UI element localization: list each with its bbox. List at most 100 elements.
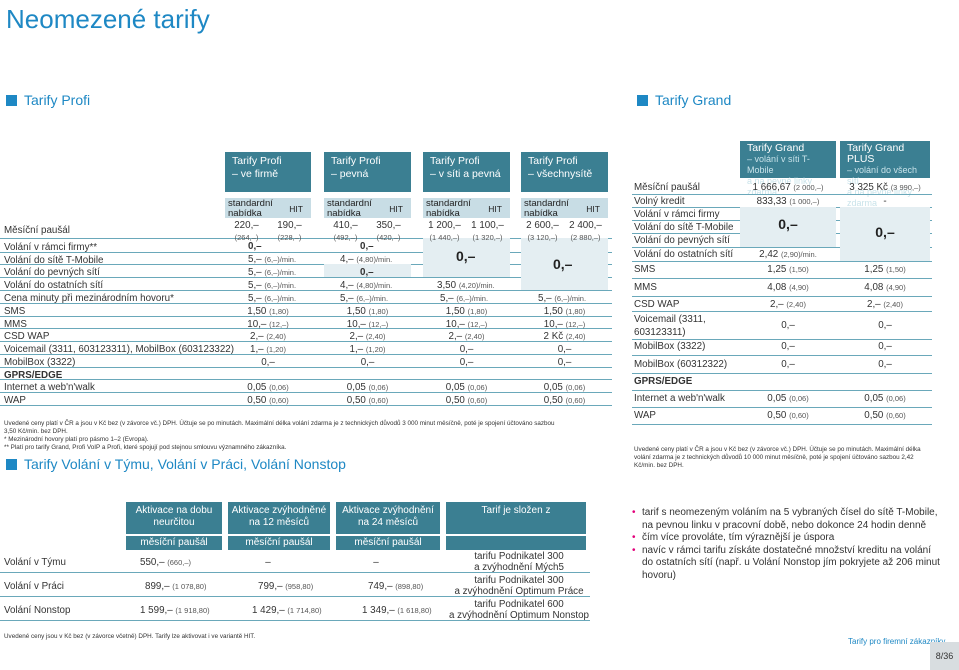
row-divider [632, 355, 932, 356]
team-section-heading: Tarify Volání v Týmu, Volání v Práci, Vo… [6, 456, 346, 472]
profi-notes: Uvedené ceny platí v ČR a jsou v Kč bez … [4, 420, 555, 451]
value: 1,25 (1,50) [864, 264, 906, 275]
value: 0,– [261, 357, 275, 368]
team-fee-label-empty [446, 536, 586, 550]
value: 0,– [456, 248, 476, 264]
profi-section-title: Tarify Profi [24, 92, 91, 108]
value: - [883, 196, 887, 207]
value: 0,05 (0,06) [767, 393, 809, 404]
row-divider [632, 424, 932, 425]
value: 5,– (6,–)/min. [248, 254, 297, 265]
team-composition: tarifu Podnikatel 600 a zvýhodnění Optimu… [449, 599, 589, 621]
row-divider [0, 238, 612, 239]
value: 0,05 (0,06) [247, 382, 289, 393]
profi-row-label: MMS [4, 319, 27, 330]
value: 1,50 (1,80) [543, 306, 586, 317]
grand-note: Uvedené ceny platí v ČR a jsou v Kč bez … [634, 446, 921, 469]
value: 0,05 (0,06) [445, 382, 488, 393]
row-divider [0, 379, 612, 380]
value: 10,– (12,–) [445, 319, 488, 330]
grand-row-label: MMS [634, 282, 657, 293]
profi-row-label: GPRS/EDGE [4, 370, 63, 381]
profi-col4-subheader: standardní nabídka HIT [521, 198, 608, 219]
value: 5,– (6,–)/min. [340, 293, 389, 304]
team-composition: tarifu Podnikatel 300 a zvýhodnění Mých5 [474, 551, 564, 573]
grand-col1-header: Tarify Grand – volání v síti T-Mobile a na… [740, 141, 836, 197]
profi-col1-subheader: standardní nabídka HIT [225, 198, 311, 219]
grand-section-heading: Tarify Grand [637, 92, 731, 108]
value: 3 325 Kč (3 990,–) [849, 182, 921, 193]
value: 1,50 (1,80) [247, 306, 289, 317]
profi-col1-header: Tarify Profi – ve firmě [225, 152, 311, 192]
value: 1 599,– (1 918,80) [140, 605, 210, 616]
value: – [373, 557, 379, 568]
value: 0,– [781, 320, 795, 331]
row-divider [0, 303, 612, 304]
value: 4,08 (4,90) [767, 282, 809, 293]
team-fee-label: měsíční paušál [126, 536, 222, 550]
team-bullets: tarif s neomezeným voláním na 5 vybranýc… [632, 507, 952, 582]
value: 799,– (958,80) [258, 581, 314, 592]
profi-row-label: Cena minuty při mezinárodním hovoru* [4, 293, 174, 304]
value: 2 Kč (2,40) [543, 331, 586, 342]
value: 4,08 (4,90) [864, 282, 906, 293]
bullet-item: navíc v rámci tarifu získáte dostatečné … [632, 545, 952, 583]
value: 1 666,67 (2 000,–) [752, 182, 824, 193]
team-fee-label: měsíční paušál [228, 536, 330, 550]
value: 0,– [781, 359, 795, 370]
team-fee-label: měsíční paušál [336, 536, 440, 550]
page-number: 8/36 [930, 642, 959, 670]
value: 0,– [459, 344, 474, 355]
profi-row-label: Volání do pevných sítí [4, 267, 100, 278]
fee-hit: 1 100,– (1 320,–) [471, 220, 504, 242]
fee-hit: 2 400,– (2 880,–) [569, 220, 602, 242]
row-divider [0, 367, 612, 368]
row-divider [0, 596, 590, 597]
grand-row-label: MobilBox (60312322) [634, 359, 728, 370]
row-divider [0, 290, 612, 291]
profi-row-label: Volání do ostatních sítí [4, 280, 104, 291]
team-note: Uvedené ceny jsou v Kč bez (v závorce vč… [4, 633, 256, 640]
row-divider [0, 620, 590, 621]
shade-box [840, 207, 930, 261]
row-divider [632, 407, 932, 408]
row-divider [0, 354, 612, 355]
value: 0,05 (0,06) [346, 382, 389, 393]
grand-row-label: Volání v rámci firmy [634, 209, 720, 220]
value: 899,– (1 078,80) [145, 581, 207, 592]
value: 749,– (898,80) [368, 581, 424, 592]
row-divider [632, 311, 932, 312]
value: 2,– (2,40) [448, 331, 485, 342]
profi-col4-header: Tarify Profi – všechnysítě [521, 152, 608, 192]
value: 0,– [459, 357, 474, 368]
value: 2,42 (2,90)/min. [759, 249, 817, 260]
value: – [265, 557, 271, 568]
value: 5,– (6,–)/min. [248, 280, 297, 291]
value: 0,– [553, 256, 573, 272]
page-title: Neomezené tarify [6, 4, 210, 34]
row-divider [632, 261, 932, 262]
value: 0,50 (0,60) [864, 410, 906, 421]
row-divider [0, 392, 612, 393]
footer-text: Tarify pro firemní zákazníky [848, 637, 946, 646]
value: 4,– (4,80)/min. [340, 254, 393, 265]
profi-row-label: SMS [4, 306, 26, 317]
fee-std: 410,– (492,–) [333, 220, 358, 242]
row-divider [632, 278, 932, 279]
shade-box [423, 238, 510, 277]
row-divider [0, 277, 612, 278]
team-row-label: Volání v Práci [4, 581, 64, 592]
profi-col3-subheader: standardní nabídka HIT [423, 198, 510, 219]
value: 1,25 (1,50) [767, 264, 809, 275]
profi-row-label: Volání do sítě T-Mobile [4, 255, 104, 266]
value: 0,– [360, 357, 375, 368]
value: 1,50 (1,80) [346, 306, 389, 317]
section-square-icon [6, 458, 17, 470]
profi-row-label: WAP [4, 395, 26, 406]
grand-row-label: MobilBox (3322) [634, 341, 706, 352]
team-composition: tarifu Podnikatel 300 a zvýhodnění Optimu… [454, 575, 584, 597]
row-divider [0, 264, 612, 265]
profi-col3-header: Tarify Profi – v síti a pevná [423, 152, 510, 192]
grand-row-label: Internet a web'n'walk [634, 393, 725, 404]
fee-std: 220,– (264,–) [234, 220, 259, 242]
